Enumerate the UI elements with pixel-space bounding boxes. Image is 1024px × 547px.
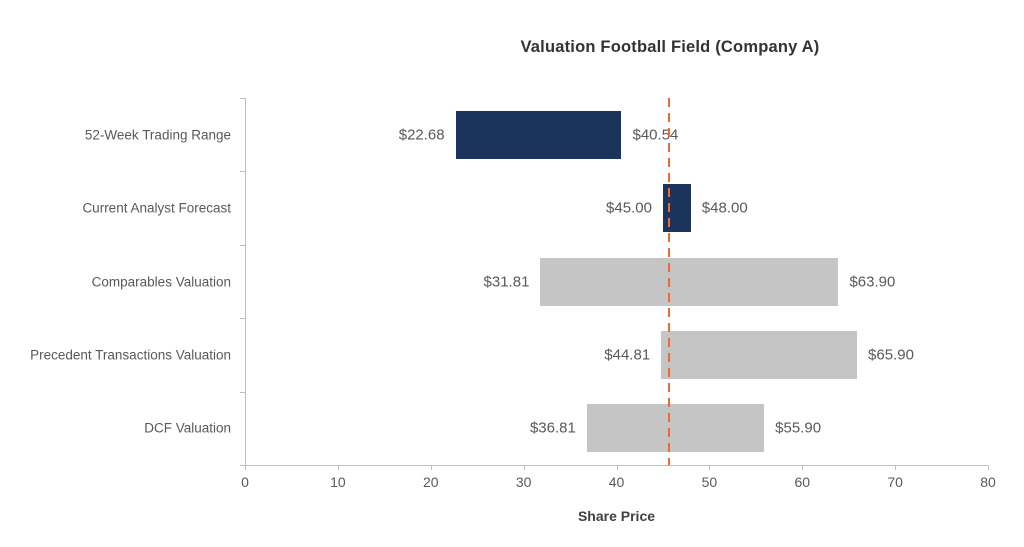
low-value-label: $22.68 (398, 126, 445, 144)
x-tick-label: 40 (608, 474, 625, 490)
x-tick-label: 20 (422, 474, 439, 490)
x-tick-label: 50 (701, 474, 718, 490)
value-bar (661, 330, 858, 379)
y-axis-tick (240, 391, 245, 393)
chart-title: Valuation Football Field (Company A) (520, 38, 820, 56)
low-value-label: $36.81 (529, 419, 576, 437)
category-label: Precedent Transactions Valuation (30, 347, 231, 363)
low-value-label: $45.00 (606, 199, 652, 217)
high-value-label: $63.90 (849, 273, 896, 290)
low-value-label: $44.81 (604, 346, 651, 364)
y-axis-tick (240, 244, 245, 246)
x-axis-tick (616, 465, 618, 470)
x-axis-tick (895, 465, 897, 470)
x-axis-tick (709, 465, 711, 470)
category-label: Comparables Valuation (91, 274, 231, 289)
x-axis-tick (245, 465, 246, 470)
high-value-label: $40.54 (632, 126, 679, 144)
y-axis-tick (240, 465, 245, 466)
category-label: 52-Week Trading Range (84, 127, 231, 143)
x-axis-tick (523, 465, 525, 470)
category-label: Current Analyst Forecast (82, 200, 231, 216)
category-label: DCF Valuation (144, 420, 231, 436)
high-value-label: $48.00 (701, 199, 748, 217)
y-axis (245, 98, 246, 466)
x-tick-label: 30 (515, 474, 532, 490)
low-value-label: $31.81 (483, 273, 530, 290)
x-axis-title: Share Price (577, 508, 656, 524)
high-value-label: $65.90 (868, 346, 914, 364)
y-axis-tick (240, 98, 245, 99)
high-value-label: $55.90 (775, 419, 822, 437)
y-axis-tick (240, 171, 245, 173)
x-tick-label: 0 (241, 474, 249, 490)
x-tick-label: 10 (330, 474, 346, 490)
y-axis-tick (240, 318, 245, 320)
x-axis-tick (988, 465, 989, 470)
value-bar (455, 110, 622, 159)
x-axis-tick (802, 465, 804, 470)
x-axis-tick (337, 465, 339, 470)
x-tick-label: 80 (980, 474, 996, 490)
value-bar (586, 404, 765, 453)
x-tick-label: 60 (794, 474, 811, 490)
reference-line (667, 98, 670, 465)
x-axis-tick (430, 465, 432, 470)
value-bar (540, 257, 839, 306)
x-tick-label: 70 (887, 474, 903, 490)
